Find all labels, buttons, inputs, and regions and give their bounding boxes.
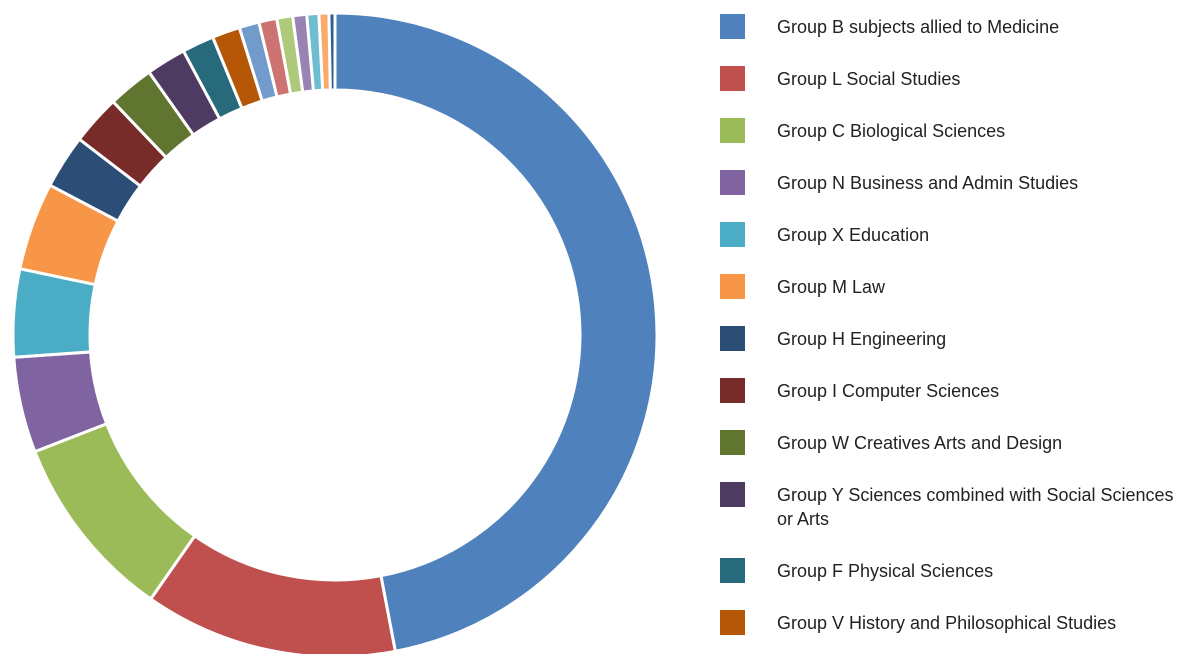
donut-slice	[333, 11, 659, 654]
legend-swatch	[720, 14, 745, 39]
legend-label: Group X Education	[777, 225, 930, 245]
legend-item: Group F Physical Sciences	[720, 558, 1179, 583]
legend-swatch	[720, 66, 745, 91]
legend-swatch	[720, 118, 745, 143]
legend-swatch	[720, 222, 745, 247]
legend-label: Group L Social Studies	[777, 69, 961, 89]
legend-swatch	[720, 274, 745, 299]
legend-label: Group V History and Philosophical Studie…	[777, 613, 1117, 633]
legend: Group B subjects allied to Medicine Group…	[720, 14, 1179, 662]
legend-swatch	[720, 430, 745, 455]
legend-item: Group X Education	[720, 222, 1179, 247]
legend-item: Group H Engineering	[720, 326, 1179, 351]
legend-swatch	[720, 170, 745, 195]
legend-label: Group F Physical Sciences	[777, 561, 994, 581]
legend-item: Group V History and Philosophical Studie…	[720, 610, 1179, 635]
legend-label: Group I Computer Sciences	[777, 381, 1000, 401]
legend-label: Group M Law	[777, 277, 886, 297]
donut-slice	[32, 421, 197, 602]
legend-item: Group I Computer Sciences	[720, 378, 1179, 403]
legend-swatch	[720, 482, 745, 507]
donut-slice	[327, 11, 337, 92]
legend-item: Group L Social Studies	[720, 66, 1179, 91]
legend-item: Group C Biological Sciences	[720, 118, 1179, 143]
legend-swatch	[720, 326, 745, 351]
legend-swatch	[720, 610, 745, 635]
legend-item: Group W Creatives Arts and Design	[720, 430, 1179, 455]
legend-label: Group N Business and Admin Studies	[777, 173, 1079, 193]
donut-chart	[11, 11, 659, 654]
legend-swatch	[720, 378, 745, 403]
legend-label: Group W Creatives Arts and Design	[777, 433, 1063, 453]
legend-item: Group B subjects allied to Medicine	[720, 14, 1179, 39]
legend-item: Group Y Sciences combined with Social Sc…	[720, 482, 1179, 531]
legend-label: Group Y Sciences combined with Social Sc…	[777, 485, 1174, 529]
legend-label: Group C Biological Sciences	[777, 121, 1006, 141]
legend-swatch	[720, 558, 745, 583]
donut-slice	[148, 533, 398, 654]
legend-label: Group B subjects allied to Medicine	[777, 17, 1060, 37]
legend-label: Group H Engineering	[777, 329, 947, 349]
legend-item: Group M Law	[720, 274, 1179, 299]
legend-item: Group N Business and Admin Studies	[720, 170, 1179, 195]
